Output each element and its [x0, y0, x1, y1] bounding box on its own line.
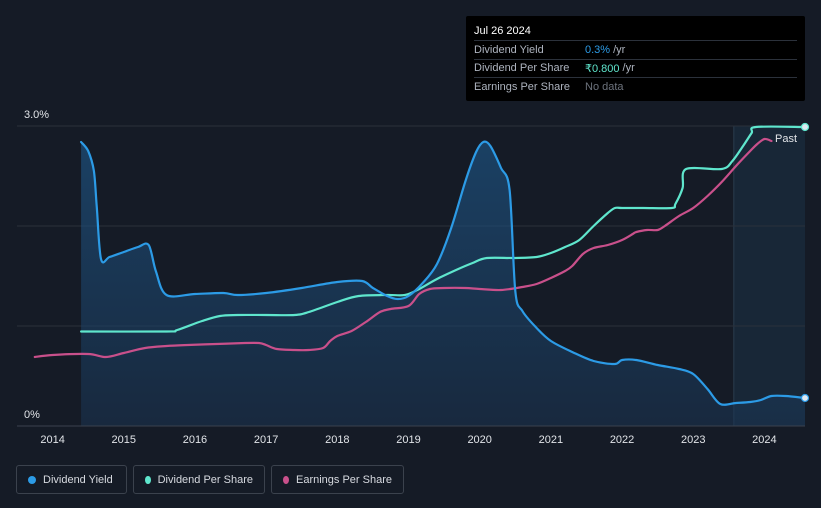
x-tick-label: 2021 [539, 434, 563, 446]
tooltip-value: ₹0.800 [585, 62, 620, 75]
x-tick-label: 2018 [325, 434, 349, 446]
dividend-yield-area [81, 141, 806, 427]
tooltip: Jul 26 2024 Dividend Yield 0.3% /yr Divi… [466, 16, 805, 101]
legend-dividend-yield[interactable]: Dividend Yield [16, 465, 127, 494]
y-tick-top: 3.0% [24, 109, 49, 121]
legend-earnings-per-share[interactable]: Earnings Per Share [271, 465, 404, 494]
tooltip-date: Jul 26 2024 [474, 25, 531, 37]
earnings-per-share-line [33, 137, 773, 359]
tooltip-value: No data [585, 80, 624, 93]
x-tick-label: 2020 [467, 434, 491, 446]
legend-label: Earnings Per Share [296, 473, 392, 486]
tooltip-unit: /yr [622, 62, 635, 75]
tooltip-row-earnings-per-share: Earnings Per Share No data [474, 77, 797, 96]
tooltip-label: Dividend Per Share [474, 62, 570, 75]
tooltip-row-dividend-yield: Dividend Yield 0.3% /yr [474, 40, 797, 59]
legend-label: Dividend Yield [43, 473, 113, 486]
dividend-yield-line [80, 140, 807, 406]
x-tick-label: 2019 [396, 434, 420, 446]
tooltip-label: Earnings Per Share [474, 80, 570, 93]
tooltip-unit: /yr [613, 43, 626, 56]
x-tick-label: 2014 [40, 434, 64, 446]
x-tick-label: 2015 [112, 434, 136, 446]
tooltip-row-dividend-per-share: Dividend Per Share ₹0.800 /yr [474, 58, 797, 78]
x-axis-ticks: 2014 2015 2016 2017 2018 2019 2020 2021 2022 2023… [40, 434, 776, 446]
y-tick-bottom: 0% [24, 409, 40, 421]
earnings-per-share-dot-icon [283, 475, 289, 484]
tooltip-label: Dividend Yield [474, 43, 544, 56]
x-tick-label: 2016 [183, 434, 207, 446]
x-tick-label: 2024 [752, 434, 776, 446]
past-label: Past [775, 133, 797, 145]
tooltip-value: 0.3% [585, 43, 611, 56]
dividend-per-share-end-marker [800, 122, 810, 132]
dividend-yield-dot-icon [28, 475, 36, 484]
x-tick-label: 2023 [681, 434, 705, 446]
legend-dividend-per-share[interactable]: Dividend Per Share [133, 465, 265, 494]
dividend-per-share-line [80, 125, 807, 333]
dividend-yield-end-marker [800, 393, 810, 403]
past-region [733, 126, 805, 426]
dividend-per-share-dot-icon [145, 475, 151, 484]
x-tick-label: 2017 [254, 434, 278, 446]
x-tick-label: 2022 [610, 434, 634, 446]
legend-label: Dividend Per Share [157, 473, 253, 486]
